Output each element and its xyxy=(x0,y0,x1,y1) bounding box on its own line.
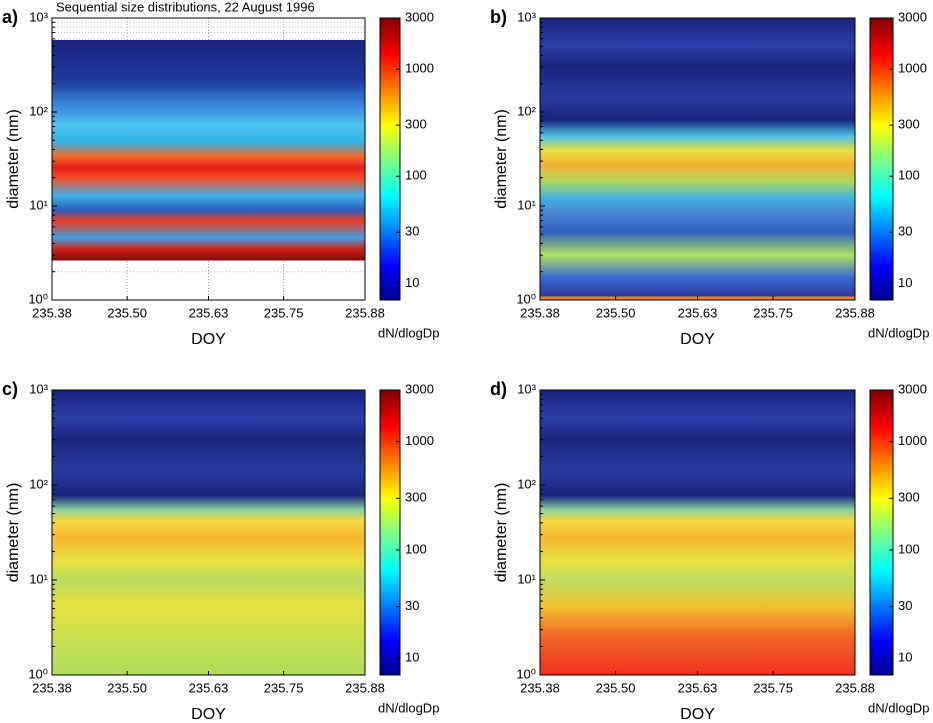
colorbar-label: dN/dlogDp xyxy=(378,325,439,340)
colorbar-tick-label: 10 xyxy=(405,650,419,665)
colorbar-tick-label: 10 xyxy=(898,275,912,290)
colorbar xyxy=(379,389,401,676)
x-axis-label: DOY xyxy=(680,331,715,348)
y-tick-label: 10¹ xyxy=(517,571,536,586)
x-tick-label: 235.50 xyxy=(107,305,147,320)
y-tick-label: 10¹ xyxy=(517,197,536,212)
y-tick-label: 10³ xyxy=(517,9,536,24)
colorbar-label: dN/dlogDp xyxy=(868,325,929,340)
x-tick-label: 235.88 xyxy=(345,305,385,320)
colorbar-label: dN/dlogDp xyxy=(378,700,439,715)
colorbar-tick-label: 300 xyxy=(405,117,427,132)
colorbar-tick-label: 300 xyxy=(898,117,920,132)
panel-label: d) xyxy=(490,379,507,399)
colorbar-tick-label: 10 xyxy=(898,650,912,665)
x-axis-label: DOY xyxy=(191,331,226,348)
y-tick-label: 10⁰ xyxy=(28,291,48,306)
y-axis-label: diameter (nm) xyxy=(493,109,510,209)
contour-field xyxy=(540,18,855,300)
x-tick-label: 235.38 xyxy=(520,305,560,320)
contour-field xyxy=(540,390,855,675)
x-axis-label: DOY xyxy=(680,706,715,723)
y-axis-label: diameter (nm) xyxy=(493,483,510,583)
colorbar-tick-label: 100 xyxy=(405,541,427,556)
colorbar-tick-label: 100 xyxy=(405,168,427,183)
colorbar-tick-label: 1000 xyxy=(405,433,434,448)
colorbar xyxy=(869,17,894,301)
x-tick-label: 235.88 xyxy=(345,680,385,695)
panel-label: c) xyxy=(2,379,18,399)
x-tick-label: 235.50 xyxy=(596,680,636,695)
colorbar-tick-label: 3000 xyxy=(405,9,434,24)
x-tick-label: 235.50 xyxy=(107,680,147,695)
x-tick-label: 235.75 xyxy=(264,680,304,695)
x-tick-label: 235.50 xyxy=(596,305,636,320)
x-axis-label: DOY xyxy=(191,706,226,723)
y-tick-label: 10² xyxy=(29,476,48,491)
colorbar-tick-label: 1000 xyxy=(898,433,927,448)
colorbar-tick-label: 30 xyxy=(405,598,419,613)
x-tick-label: 235.75 xyxy=(753,680,793,695)
y-axis-label: diameter (nm) xyxy=(5,109,22,209)
y-tick-label: 10⁰ xyxy=(28,666,48,681)
y-tick-label: 10³ xyxy=(517,381,536,396)
x-tick-label: 235.63 xyxy=(678,305,718,320)
x-tick-label: 235.63 xyxy=(189,680,229,695)
x-tick-label: 235.75 xyxy=(753,305,793,320)
colorbar-tick-label: 1000 xyxy=(405,61,434,76)
x-tick-label: 235.88 xyxy=(835,305,875,320)
x-tick-label: 235.88 xyxy=(835,680,875,695)
y-tick-label: 10¹ xyxy=(29,571,48,586)
colorbar xyxy=(869,389,894,676)
y-tick-label: 10⁰ xyxy=(516,291,536,306)
colorbar-tick-label: 100 xyxy=(898,541,920,556)
colorbar-tick-label: 300 xyxy=(405,490,427,505)
x-tick-label: 235.63 xyxy=(189,305,229,320)
x-tick-label: 235.38 xyxy=(32,680,72,695)
y-tick-label: 10⁰ xyxy=(516,666,536,681)
colorbar-tick-label: 30 xyxy=(898,598,912,613)
chart-title: Sequential size distributions, 22 August… xyxy=(56,0,315,14)
colorbar-tick-label: 300 xyxy=(898,490,920,505)
colorbar xyxy=(379,17,401,301)
y-tick-label: 10³ xyxy=(29,9,48,24)
colorbar-tick-label: 100 xyxy=(898,168,920,183)
x-tick-label: 235.63 xyxy=(678,680,718,695)
colorbar-tick-label: 3000 xyxy=(898,381,927,396)
contour-field xyxy=(52,18,365,300)
panel-label: a) xyxy=(2,7,18,27)
y-tick-label: 10² xyxy=(517,103,536,118)
x-tick-label: 235.75 xyxy=(264,305,304,320)
x-tick-label: 235.38 xyxy=(32,305,72,320)
colorbar-tick-label: 30 xyxy=(898,224,912,239)
y-tick-label: 10¹ xyxy=(29,197,48,212)
x-tick-label: 235.38 xyxy=(520,680,560,695)
colorbar-tick-label: 3000 xyxy=(898,9,927,24)
y-tick-label: 10³ xyxy=(29,381,48,396)
colorbar-tick-label: 1000 xyxy=(898,61,927,76)
panel-label: b) xyxy=(490,7,507,27)
colorbar-tick-label: 30 xyxy=(405,224,419,239)
colorbar-tick-label: 3000 xyxy=(405,381,434,396)
y-axis-label: diameter (nm) xyxy=(5,483,22,583)
y-tick-label: 10² xyxy=(517,476,536,491)
y-tick-label: 10² xyxy=(29,103,48,118)
contour-field xyxy=(52,390,365,675)
colorbar-label: dN/dlogDp xyxy=(868,700,929,715)
colorbar-tick-label: 10 xyxy=(405,275,419,290)
